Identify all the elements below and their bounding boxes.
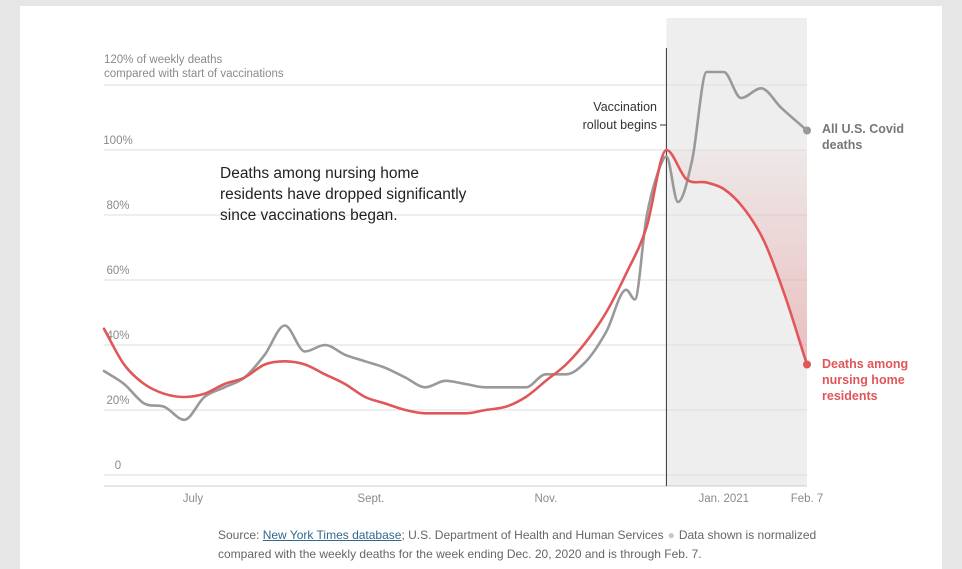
series-line-all-deaths [102,70,809,422]
y-axis-title-line1: 120% of weekly deaths [104,54,223,66]
decline-area [666,150,807,365]
x-tick-label: Sept. [357,493,384,505]
vaccination-note-line1: Vaccination [593,100,657,114]
series-label-all-deaths-line2: deaths [822,138,862,152]
series-label-nursing-line1: Deaths among [822,357,908,371]
x-tick-label: Nov. [534,493,557,505]
separator-dot: ● [667,528,675,542]
x-tick-label: July [183,493,204,505]
source-note: Source: New York Times database; U.S. De… [218,526,858,564]
annotation-line3: since vaccinations began. [220,207,398,224]
y-tick-label: 0 [115,460,121,472]
y-tick-label: 60% [106,265,129,277]
vaccination-note-line2: rollout begins [583,118,657,132]
end-point-nursing-homes [803,360,811,369]
y-tick-label: 80% [106,200,129,212]
y-tick-label: 100% [103,135,132,147]
annotation-line2: residents have dropped significantly [220,186,467,203]
end-point-all-deaths [803,126,811,135]
data-note: Data shown is normalized compared with t… [218,528,817,561]
source-link[interactable]: New York Times database [262,528,402,542]
annotation-line1: Deaths among nursing home [220,165,419,182]
deaths-chart: 100% 80% 60% 40% 20% 0 July Sept. Nov. Jan. 2021… [102,18,908,505]
chart-card: 100% 80% 60% 40% 20% 0 July Sept. Nov. Jan. 2021… [20,6,942,569]
source-prefix: Source: [218,528,263,542]
series-label-nursing-line2: nursing home [822,373,905,387]
x-tick-label: Feb. 7 [791,493,824,505]
series-label-nursing-line3: residents [822,389,878,403]
x-tick-label: Jan. 2021 [699,493,750,505]
series-line-nursing-homes [102,148,809,415]
series-label-all-deaths-line1: All U.S. Covid [822,122,904,136]
source-rest: ; U.S. Department of Health and Human Se… [401,528,664,542]
y-axis-title-line2: compared with start of vaccinations [104,68,284,80]
y-tick-label: 40% [106,330,129,342]
y-tick-label: 20% [106,395,129,407]
